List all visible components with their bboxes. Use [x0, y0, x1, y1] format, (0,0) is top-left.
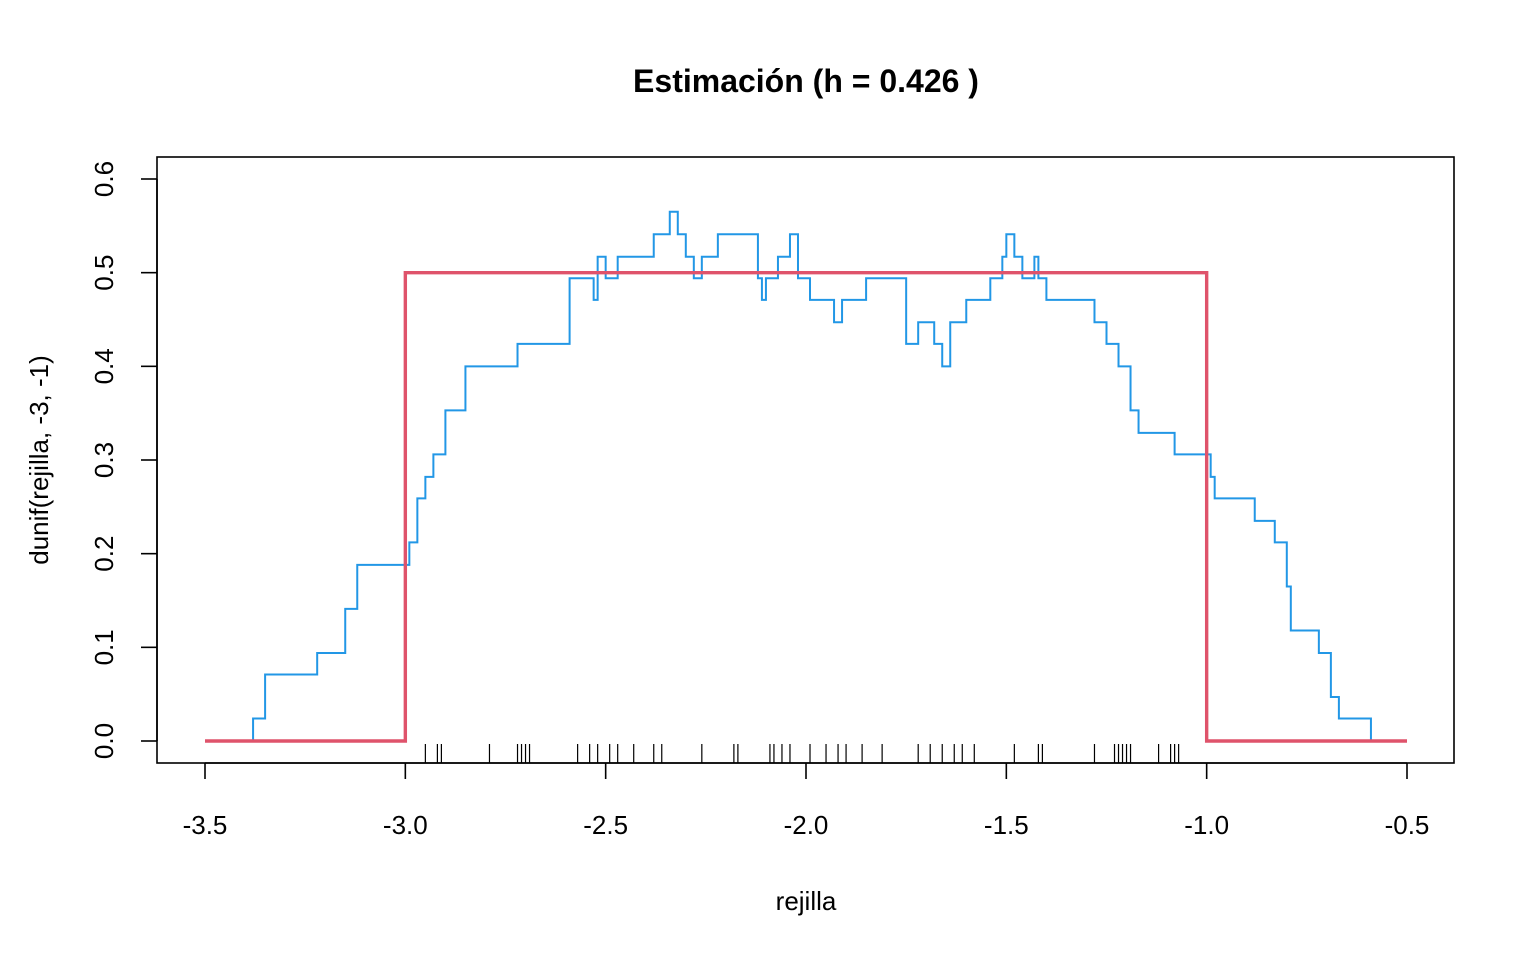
y-tick-label: 0.6: [89, 161, 119, 197]
x-tick-label: -0.5: [1385, 810, 1430, 840]
y-tick-label: 0.3: [89, 442, 119, 478]
x-tick-label: -3.5: [183, 810, 228, 840]
y-tick-label: 0.4: [89, 348, 119, 384]
plot-frame: [156, 156, 1455, 764]
x-tick-label: -1.5: [984, 810, 1029, 840]
x-tick-label: -3.0: [383, 810, 428, 840]
density-estimate-line: [205, 210, 1407, 742]
y-tick-label: 0.1: [89, 629, 119, 665]
uniform-density-line: [205, 270, 1407, 743]
chart-title: Estimación (h = 0.426 ): [633, 63, 979, 99]
y-tick-label: 0.2: [89, 536, 119, 572]
x-tick-label: -1.0: [1184, 810, 1229, 840]
x-tick-label: -2.5: [583, 810, 628, 840]
x-axis-label: rejilla: [776, 886, 837, 916]
y-tick-label: 0.0: [89, 723, 119, 759]
series-layer: [205, 210, 1407, 743]
y-tick-label: 0.5: [89, 255, 119, 291]
rug-marks: [424, 744, 1180, 763]
x-axis: -3.5 -3.0 -2.5 -2.0 -1.5 -1.0 -0.5: [183, 762, 1430, 840]
y-axis: 0.0 0.1 0.2 0.3 0.4 0.5 0.6: [89, 161, 158, 759]
y-axis-label: dunif(rejilla, -3, -1): [24, 355, 54, 565]
x-tick-label: -2.0: [784, 810, 829, 840]
